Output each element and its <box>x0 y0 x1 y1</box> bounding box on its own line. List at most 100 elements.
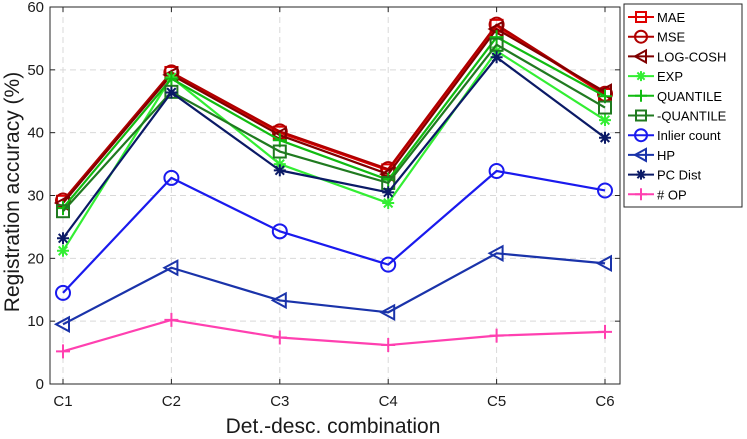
data-point-pc-dist <box>599 131 611 144</box>
y-tick-label: 50 <box>27 62 44 79</box>
legend-marker-pc-dist <box>636 169 646 180</box>
y-tick-label: 40 <box>27 125 44 142</box>
x-tick-label: C6 <box>595 393 614 410</box>
series-line-exp <box>62 49 606 252</box>
y-tick-labels: 0 10 20 30 40 50 60 <box>27 0 44 393</box>
legend-item-mae: MAE <box>628 10 686 25</box>
axes <box>49 6 621 385</box>
y-tick-label: 0 <box>36 376 44 393</box>
data-point-pc-dist <box>57 232 69 245</box>
legend-marker-mse <box>634 29 648 44</box>
x-tick-labels: C1 C2 C3 C4 C5 C6 <box>53 393 614 410</box>
legend-label-pc-dist: PC Dist <box>657 168 701 183</box>
series-quantile <box>56 30 612 216</box>
legend-label-hp: HP <box>657 148 675 163</box>
data-point-quantile <box>272 144 287 159</box>
x-tick-label: C2 <box>162 393 181 410</box>
data-point-quantile <box>164 71 179 86</box>
data-point-hp <box>162 259 179 277</box>
legend-label-inlier-count: Inlier count <box>657 128 721 143</box>
data-point-inlier-count <box>271 223 288 240</box>
series-line-quantile <box>62 36 606 209</box>
data-point-op <box>56 344 70 359</box>
legend-label-op: # OP <box>657 187 687 202</box>
x-tick-label: C3 <box>270 393 289 410</box>
legend-label-mae: MAE <box>657 10 686 25</box>
legend-marker-mae <box>635 11 647 23</box>
data-point-pc-dist <box>490 51 503 64</box>
y-tick-label: 60 <box>27 0 44 16</box>
data-point-op <box>381 338 396 353</box>
data-point-pc-dist <box>382 186 395 199</box>
data-point-op <box>272 330 287 345</box>
x-tick-label: C1 <box>53 393 72 410</box>
legend-label-log-cosh: LOG-COSH <box>657 49 726 64</box>
x-tick-label: C4 <box>379 393 398 410</box>
y-axis-title: Registration accuracy (%) <box>1 72 24 312</box>
data-point-quantile <box>489 37 504 52</box>
data-point-quantile <box>489 30 504 45</box>
data-point-hp <box>379 303 396 322</box>
legend-item-quantile: -QUANTILE <box>628 109 727 124</box>
series-line-inlier-count <box>62 169 606 294</box>
legend-marker-quantile <box>635 89 647 102</box>
series-hp <box>53 244 612 333</box>
y-tick-label: 30 <box>27 188 44 205</box>
legend-marker-exp <box>636 71 646 82</box>
y-tick-label: 10 <box>27 313 44 330</box>
x-tick-label: C5 <box>487 393 506 410</box>
data-point-pc-dist <box>273 164 286 177</box>
plot-frame <box>49 6 621 385</box>
legend-label-quantile: -QUANTILE <box>657 109 727 124</box>
series-line-op <box>62 318 606 353</box>
data-point-quantile <box>598 100 612 115</box>
data-point-quantile <box>381 172 396 187</box>
data-point-exp <box>273 158 286 171</box>
legend-label-mse: MSE <box>657 30 686 45</box>
data-point-op <box>164 312 179 327</box>
legend-item-inlier-count: Inlier count <box>628 128 721 143</box>
data-point-op <box>489 328 504 343</box>
legend-marker-hp <box>632 147 647 163</box>
data-point-hp <box>270 291 287 310</box>
data-point-exp <box>599 114 611 127</box>
series-line-pc-dist <box>62 56 606 239</box>
legend-label-exp: EXP <box>657 69 683 84</box>
legend-item-mse: MSE <box>628 29 686 45</box>
data-point-quantile <box>56 204 70 219</box>
series-line-hp <box>62 252 606 326</box>
legend-item-hp: HP <box>628 147 675 163</box>
legend-item-pc-dist: PC Dist <box>628 168 701 183</box>
series-line-quantile <box>62 43 606 212</box>
series-op <box>56 312 612 359</box>
legend-marker-inlier-count <box>634 128 648 143</box>
grid-lines <box>50 7 620 384</box>
series-line-log-cosh <box>62 27 606 204</box>
x-axis-title: Det.-desc. combination <box>226 415 441 438</box>
data-point-exp <box>382 197 395 210</box>
data-point-inlier-count <box>380 256 397 273</box>
legend-item-op: # OP <box>628 187 687 202</box>
data-point-inlier-count <box>488 162 505 179</box>
legend-marker-log-cosh <box>632 48 647 65</box>
data-point-exp <box>57 244 69 257</box>
data-point-inlier-count <box>55 284 71 301</box>
series-group <box>53 16 613 359</box>
data-point-op <box>598 324 612 339</box>
legend-marker-quantile <box>635 109 647 122</box>
data-point-pc-dist <box>165 86 178 99</box>
data-point-hp <box>487 244 504 262</box>
legend-item-exp: EXP <box>628 69 683 84</box>
data-point-inlier-count <box>597 182 613 199</box>
series-quantile <box>56 37 612 219</box>
legend-label-quantile: QUANTILE <box>657 89 722 104</box>
data-point-hp <box>595 254 612 273</box>
y-tick-label: 20 <box>27 250 44 267</box>
data-point-inlier-count <box>163 169 180 186</box>
series-pc-dist <box>57 51 611 245</box>
legend: MAE MSE LOG-COSH EXP QUANTILE -QUANTILE Inlier… <box>623 3 743 208</box>
legend-marker-op <box>635 188 647 201</box>
legend-item-quantile: QUANTILE <box>628 89 722 104</box>
data-point-quantile <box>56 201 70 216</box>
